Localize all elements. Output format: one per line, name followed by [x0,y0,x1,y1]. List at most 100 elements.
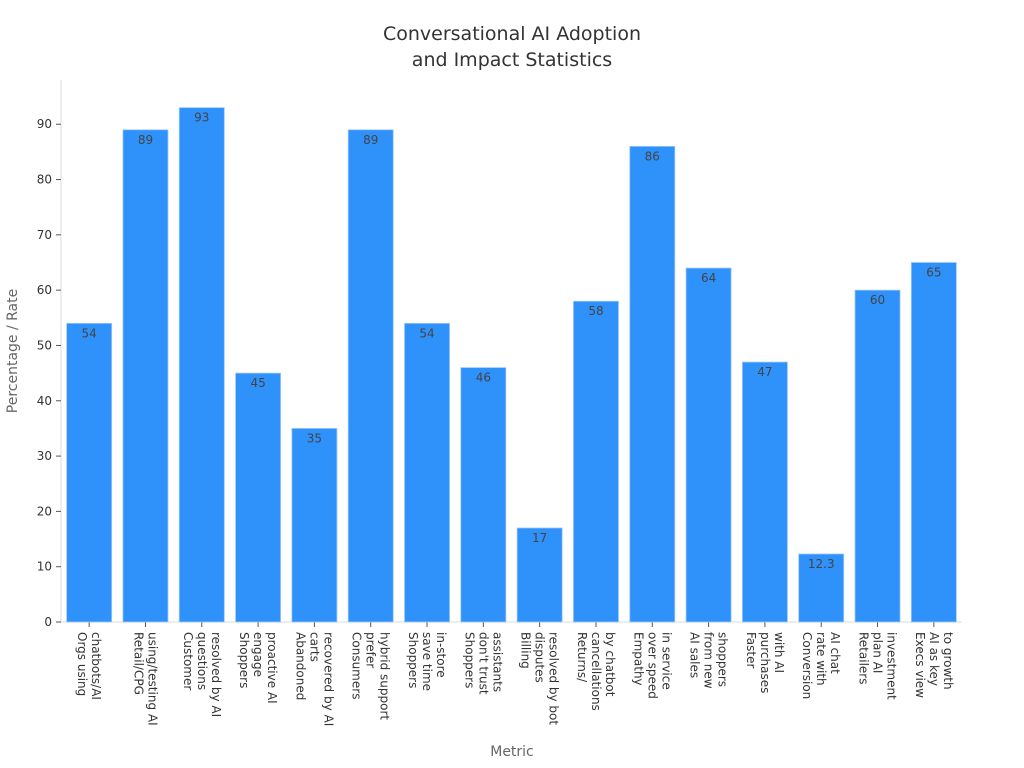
category-label-line: cancellations [589,632,603,711]
y-tick-label: 90 [37,117,52,131]
chart-title-line: and Impact Statistics [412,49,612,71]
bar [573,300,619,623]
category-label-line: to growth [941,632,955,690]
bar [910,262,957,623]
category-label: Execs view AI as key to growth [913,632,955,698]
category-label-line: Billing [519,632,533,669]
bar-value-label: 93 [194,111,209,125]
chart-title: Conversational AI Adoption and Impact Sta… [383,23,641,71]
category-label-line: Retail/CPG [131,632,145,695]
bar-value-label: 47 [757,365,772,379]
y-tick-label: 10 [37,560,52,574]
category-label-line: chatbots/AI [89,632,103,700]
bar [460,367,507,623]
category-label-line: Execs view [913,632,927,698]
y-tick-label: 70 [37,228,52,242]
category-label-line: Orgs using [75,632,89,696]
bar [235,372,282,623]
bar [685,267,732,623]
chart-title-line: Conversational AI Adoption [383,23,641,45]
category-label-line: save time [420,632,434,691]
category-label-line: engage [251,632,265,677]
category-label-line: Shoppers [462,632,476,688]
y-axis-label: Percentage / Rate [5,289,21,413]
y-tick-label: 30 [37,449,52,463]
bar-value-label: 64 [701,271,716,285]
category-label: Abandoned carts recovered by AI [293,632,335,726]
category-label: Orgs using chatbots/AI [75,632,103,700]
category-label-line: Abandoned [293,632,307,700]
bar-value-label: 54 [419,326,434,340]
bar [291,428,338,623]
category-label-line: in-store [434,632,448,678]
category-label-line: shoppers [716,632,730,687]
category-label-line: Shoppers [406,632,420,688]
bar [854,289,901,623]
category-label-line: recovered by AI [321,632,335,726]
category-label-line: Consumers [350,632,364,699]
bar [629,145,676,623]
category-label-line: by chatbot [603,632,617,697]
y-tick-label: 0 [44,615,52,629]
category-label-line: don't trust [476,632,490,695]
category-label: Empathy over speed in service [631,632,673,699]
bar [178,107,225,623]
category-label-line: Customer [181,632,195,690]
bar [347,129,394,623]
category-label: Faster purchases with AI [744,632,786,693]
bar [66,322,113,623]
category-label: Shoppers engage proactive AI [237,632,279,704]
bars-group [66,107,957,623]
category-label-line: in service [659,632,673,690]
category-label-line: prefer [364,632,378,668]
bar [741,361,788,623]
bar-value-label: 86 [645,149,660,163]
category-label-line: disputes [533,632,547,683]
category-label: Shoppers don't trust assistants [462,632,504,695]
y-axis: 0 10 20 30 40 50 60 70 80 90 [37,80,62,629]
category-label-line: proactive AI [265,632,279,704]
y-tick-label: 80 [37,173,52,187]
bar [516,527,563,623]
category-label-line: AI sales [688,632,702,678]
category-label-line: Retailers [857,632,871,684]
category-label: Conversion rate with AI chat [800,632,842,699]
category-label-line: rate with [814,632,828,686]
bar-value-label: 12.3 [808,557,835,571]
bar-value-label: 89 [138,133,153,147]
category-label-line: from new [702,632,716,689]
category-label-line: Returns/ [575,632,589,683]
bar-value-label: 89 [363,133,378,147]
bar [404,322,450,623]
category-label-line: hybrid support [378,632,392,720]
category-label: Customer questions resolved by AI [181,632,223,717]
category-label-line: resolved by bot [547,632,561,725]
category-label-line: using/testing AI [145,632,159,726]
bar-value-label: 46 [476,371,491,385]
bar-value-label: 58 [588,304,603,318]
category-label-line: AI as key [927,632,941,686]
bar-value-label: 35 [307,431,322,445]
bar-value-label: 45 [250,376,265,390]
y-tick-label: 60 [37,283,52,297]
category-label: Shoppers save time in-store [406,632,448,691]
bar-value-label: 54 [82,326,97,340]
x-axis-label: Metric [490,744,534,760]
category-label-line: questions [195,632,209,690]
category-label: AI sales from new shoppers [688,632,730,689]
y-tick-label: 20 [37,504,52,518]
category-label-line: over speed [645,632,659,699]
category-label: Retail/CPG using/testing AI [131,632,159,726]
category-label-line: Faster [744,632,758,668]
category-label-line: with AI [772,632,786,673]
x-axis [61,621,962,627]
y-tick-label: 50 [37,338,52,352]
category-label-line: resolved by AI [209,632,223,717]
category-label-line: carts [307,632,321,662]
category-labels-group: Orgs using chatbots/AI Retail/CPG using/tes… [75,632,955,726]
category-label: Retailers plan AI investment [857,632,899,700]
category-label: Consumers prefer hybrid support [350,632,392,720]
category-label-line: AI chat [828,632,842,674]
category-label-line: Shoppers [237,632,251,688]
